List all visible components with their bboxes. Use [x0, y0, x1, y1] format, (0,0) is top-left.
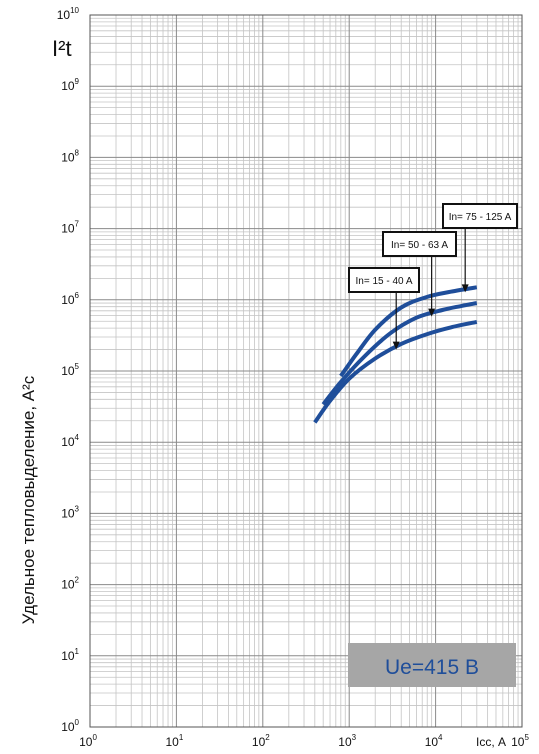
y-tick-label: 104	[61, 433, 79, 449]
x-tick-exponent: 0	[92, 733, 97, 742]
plot-frame	[89, 14, 523, 728]
y-tick-base: 10	[61, 79, 75, 93]
y-tick-exponent: 8	[75, 148, 80, 157]
grid-major	[89, 14, 523, 728]
y-tick-exponent: 3	[75, 504, 80, 513]
y-tick-base: 10	[61, 150, 75, 164]
annotation-1: In= 15 - 40 A	[348, 267, 420, 350]
x-tick-exponent: 3	[352, 733, 357, 742]
x-tick-exponent: 5	[524, 733, 529, 742]
x-tick-label: 103	[338, 733, 356, 749]
x-tick-base: 10	[338, 735, 352, 749]
y-tick-exponent: 7	[75, 220, 80, 229]
annotation-arrow-head	[392, 341, 400, 350]
y-tick-exponent: 4	[75, 433, 80, 442]
annotation-arrow-head	[428, 308, 436, 317]
x-tick-exponent: 2	[265, 733, 270, 742]
x-tick-label: 104	[425, 733, 443, 749]
x-tick-base: 10	[511, 735, 525, 749]
y-tick-base: 10	[61, 649, 75, 663]
y-tick-base: 10	[57, 8, 71, 22]
y-unit-label: I²t	[52, 36, 72, 61]
annotation-arrow-head	[461, 284, 469, 293]
y-tick-base: 10	[61, 222, 75, 236]
annotation-label: In= 75 - 125 A	[449, 212, 512, 223]
annotation-box	[348, 267, 420, 293]
x-tick-labels: 100 101 102 103 104 105	[79, 733, 529, 749]
voltage-badge-text: Ue=415 В	[385, 656, 479, 679]
annotation-label: In= 50 - 63 A	[391, 240, 448, 251]
series-line-2	[321, 301, 478, 406]
y-tick-exponent: 5	[75, 362, 80, 371]
voltage-badge: Ue=415 В	[348, 643, 516, 687]
y-tick-exponent: 6	[75, 291, 80, 300]
x-tick-label: 100	[79, 733, 97, 749]
y-tick-label: 107	[61, 220, 79, 236]
y-tick-exponent: 0	[75, 718, 80, 727]
x-tick-exponent: 1	[179, 733, 184, 742]
y-tick-label: 101	[61, 647, 79, 663]
y-tick-base: 10	[61, 364, 75, 378]
annotations-group: In= 15 - 40 A In= 50 - 63 A In= 75 - 125 A	[348, 203, 518, 350]
annotation-box	[382, 231, 457, 257]
y-tick-base: 10	[61, 293, 75, 307]
y-tick-exponent: 9	[75, 77, 80, 86]
y-tick-base: 10	[61, 720, 75, 734]
x-tick-label: 101	[165, 733, 183, 749]
y-tick-label: 100	[61, 718, 79, 734]
x-tick-label: 102	[252, 733, 270, 749]
y-axis-title: Удельное тепловыделение, А²с	[19, 375, 38, 624]
x-axis-title: Icc, А	[476, 735, 506, 749]
y-tick-label: 105	[61, 362, 79, 378]
y-tick-base: 10	[61, 578, 75, 592]
y-tick-base: 10	[61, 506, 75, 520]
series-group	[313, 285, 478, 424]
y-tick-label: 109	[61, 77, 79, 93]
y-tick-label: 102	[61, 576, 79, 592]
annotation-3: In= 75 - 125 A	[442, 203, 518, 293]
x-tick-base: 10	[165, 735, 179, 749]
annotation-label: In= 15 - 40 A	[356, 276, 413, 287]
y-tick-label: 106	[61, 291, 79, 307]
x-tick-label: 105	[511, 733, 529, 749]
y-tick-exponent: 1	[75, 647, 80, 656]
y-tick-exponent: 10	[70, 6, 79, 15]
x-tick-base: 10	[252, 735, 266, 749]
series-line-3	[339, 285, 478, 378]
annotation-box	[442, 203, 518, 229]
voltage-badge-background	[348, 643, 516, 687]
series-line-1	[313, 319, 478, 424]
x-tick-exponent: 4	[438, 733, 443, 742]
y-tick-label: 103	[61, 504, 79, 520]
y-tick-exponent: 2	[75, 576, 80, 585]
y-tick-label: 108	[61, 148, 79, 164]
y-tick-label: 1010	[57, 6, 80, 22]
x-tick-base: 10	[425, 735, 439, 749]
y-tick-base: 10	[61, 435, 75, 449]
x-tick-base: 10	[79, 735, 93, 749]
annotation-2: In= 50 - 63 A	[382, 231, 457, 317]
